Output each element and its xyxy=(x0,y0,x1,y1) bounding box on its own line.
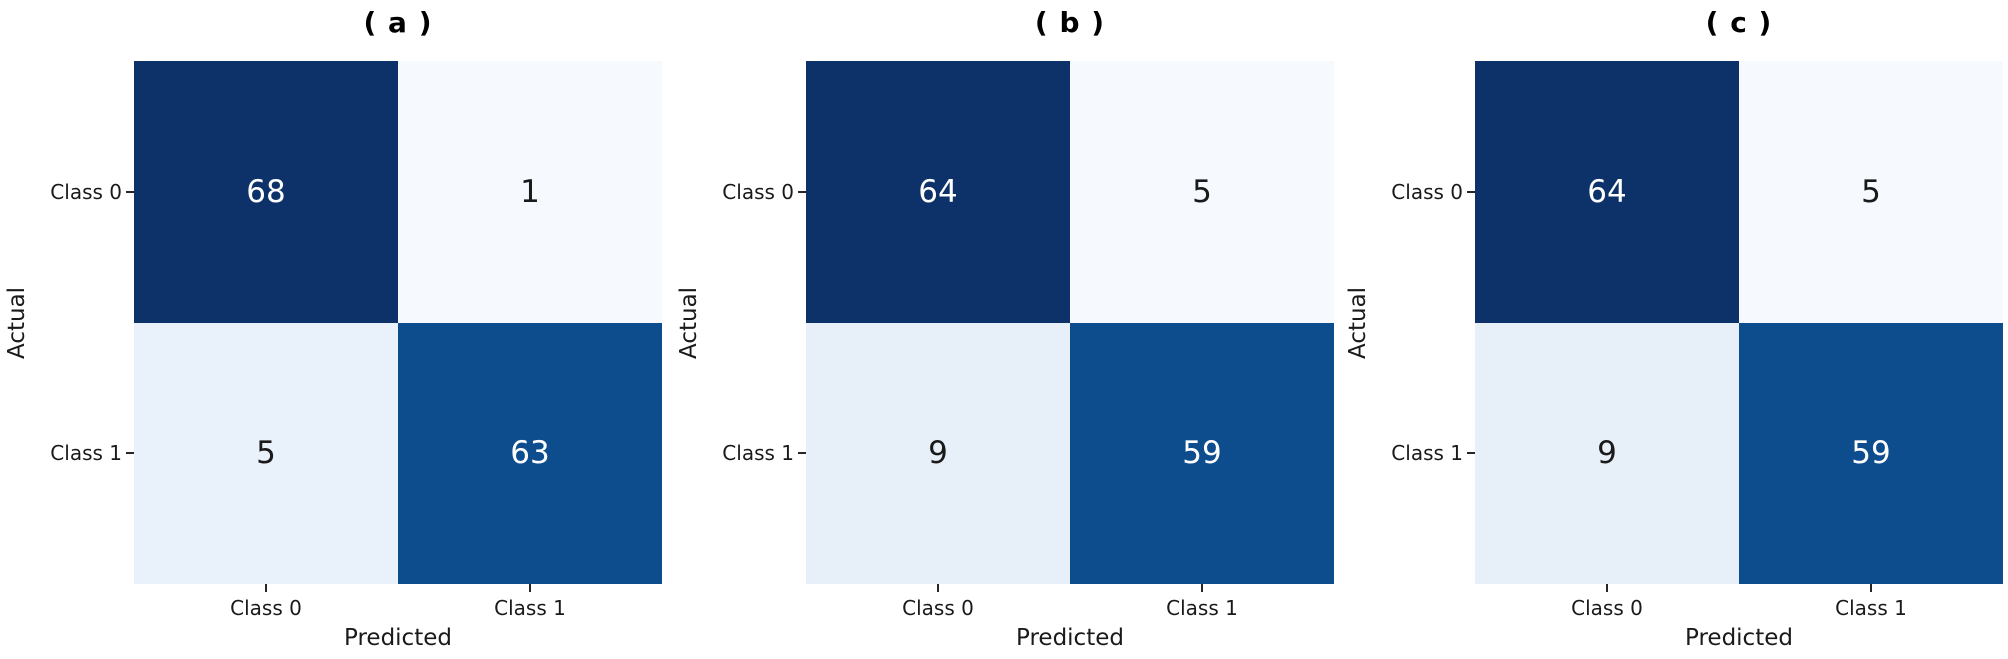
subplot-c-x-axis-label: Predicted xyxy=(1685,625,1793,651)
subplot-b-title: ( b ) xyxy=(1034,6,1106,39)
heatmap-cell: 9 xyxy=(806,322,1070,584)
cell-value: 9 xyxy=(1597,435,1617,472)
xtick-mark xyxy=(1606,584,1608,592)
subplot-a-xtick-class1: Class 1 xyxy=(494,596,566,620)
xtick-mark xyxy=(1201,584,1203,592)
heatmap-cell: 64 xyxy=(806,61,1070,323)
cell-value: 5 xyxy=(256,435,276,472)
subplot-b-x-axis-label: Predicted xyxy=(1016,625,1124,651)
ytick-mark xyxy=(798,452,806,455)
heatmap-cell: 63 xyxy=(398,322,662,584)
subplot-c-ytick-class1: Class 1 xyxy=(1391,441,1463,466)
heatmap-cell: 9 xyxy=(1475,322,1739,584)
subplot-b-ytick-class0: Class 0 xyxy=(722,179,794,204)
ytick-mark xyxy=(798,190,806,193)
subplot-b-xtick-class0: Class 0 xyxy=(902,596,974,620)
heatmap-cell: 64 xyxy=(1475,61,1739,323)
cell-value: 5 xyxy=(1861,173,1881,210)
xtick-mark xyxy=(265,584,267,592)
ytick-mark xyxy=(1467,452,1475,455)
subplot-c-xtick-class1: Class 1 xyxy=(1835,596,1907,620)
cell-value: 59 xyxy=(1851,435,1891,472)
subplot-a-title: ( a ) xyxy=(363,6,433,39)
heatmap-cell: 1 xyxy=(398,61,662,323)
heatmap-cell: 5 xyxy=(1739,61,2003,323)
subplot-c-title: ( c ) xyxy=(1705,6,1773,39)
cell-value: 1 xyxy=(520,173,540,210)
xtick-mark xyxy=(529,584,531,592)
subplot-a-x-axis-label: Predicted xyxy=(344,625,452,651)
cell-value: 64 xyxy=(918,173,958,210)
cell-value: 68 xyxy=(246,173,286,210)
subplot-b-ytick-class1: Class 1 xyxy=(722,441,794,466)
xtick-mark xyxy=(937,584,939,592)
ytick-mark xyxy=(126,190,134,193)
ytick-mark xyxy=(126,452,134,455)
subplot-b-xtick-class1: Class 1 xyxy=(1166,596,1238,620)
subplot-b-heatmap: 64 5 9 59 xyxy=(806,61,1334,584)
subplot-c-y-axis-label: Actual xyxy=(1345,286,1371,359)
cell-value: 64 xyxy=(1587,173,1627,210)
subplot-c-xtick-class0: Class 0 xyxy=(1571,596,1643,620)
subplot-a-ytick-class0: Class 0 xyxy=(50,179,122,204)
subplot-a-xtick-class0: Class 0 xyxy=(230,596,302,620)
heatmap-cell: 68 xyxy=(134,61,398,323)
subplot-c-ytick-class0: Class 0 xyxy=(1391,179,1463,204)
cell-value: 5 xyxy=(1192,173,1212,210)
cell-value: 9 xyxy=(928,435,948,472)
ytick-mark xyxy=(1467,190,1475,193)
cell-value: 63 xyxy=(510,435,550,472)
subplot-c-heatmap: 64 5 9 59 xyxy=(1475,61,2003,584)
heatmap-cell: 5 xyxy=(134,322,398,584)
cell-value: 59 xyxy=(1182,435,1222,472)
heatmap-cell: 59 xyxy=(1070,322,1334,584)
subplot-a-heatmap: 68 1 5 63 xyxy=(134,61,662,584)
heatmap-cell: 5 xyxy=(1070,61,1334,323)
subplot-a-ytick-class1: Class 1 xyxy=(50,441,122,466)
xtick-mark xyxy=(1870,584,1872,592)
heatmap-cell: 59 xyxy=(1739,322,2003,584)
